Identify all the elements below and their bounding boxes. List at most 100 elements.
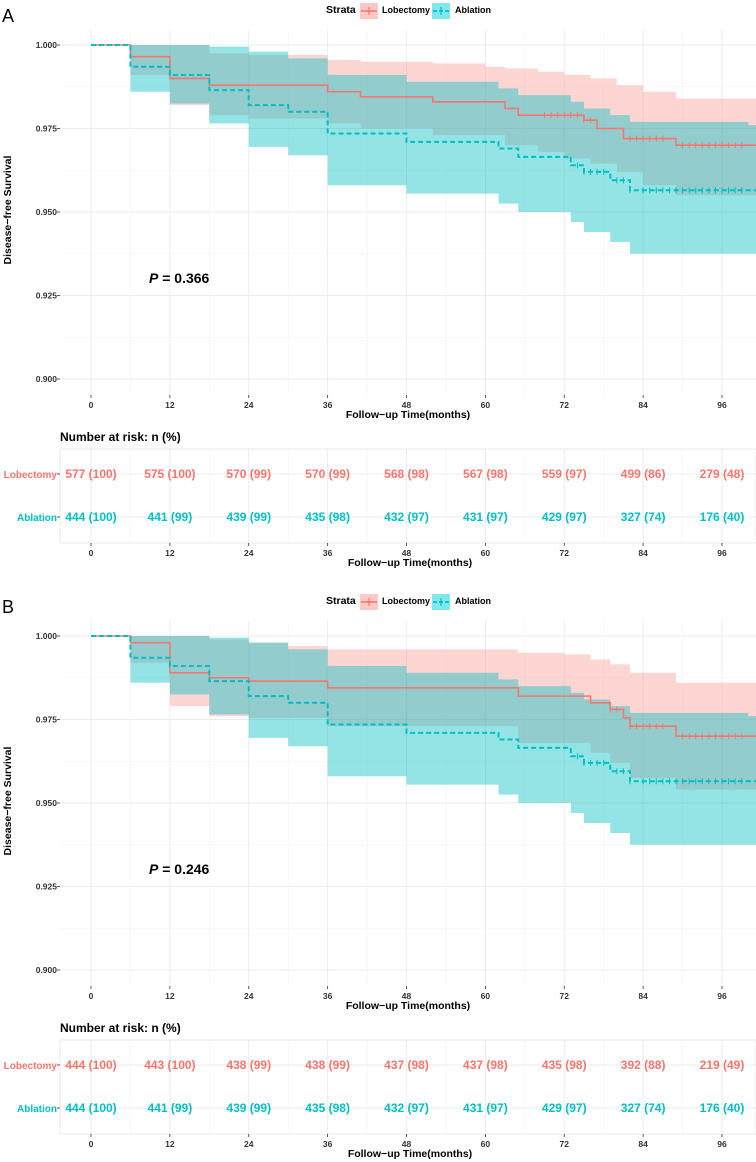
x-tick-label: 0 <box>89 991 94 1001</box>
x-tick-label: 60 <box>481 400 491 410</box>
x-tick-label: 96 <box>717 991 727 1001</box>
x-tick-label: 84 <box>638 400 648 410</box>
ci-band-lobectomy <box>91 45 756 196</box>
panel-letter: B <box>2 597 14 617</box>
y-tick-label: 0.925 <box>36 882 58 892</box>
risk-x-tick-label: 36 <box>323 1139 333 1149</box>
risk-value-lobectomy: 559 (97) <box>542 467 587 481</box>
risk-value-ablation: 432 (97) <box>384 510 429 524</box>
risk-x-tick-label: 36 <box>323 548 333 558</box>
risk-row-label-ablation: Ablation <box>17 513 57 524</box>
survival-line-lobectomy <box>91 44 756 146</box>
risk-x-tick-label: 96 <box>717 1139 727 1149</box>
legend-label-ablation: Ablation <box>455 596 491 606</box>
risk-value-lobectomy: 435 (98) <box>542 1058 587 1072</box>
y-tick-label: 0.950 <box>36 798 58 808</box>
legend-label-ablation: Ablation <box>455 5 491 15</box>
legend: Strata Lobectomy Ablation <box>326 594 491 610</box>
risk-value-lobectomy: 392 (88) <box>621 1058 666 1072</box>
x-tick-label: 72 <box>560 400 570 410</box>
risk-row-label-lobectomy: Lobectomy <box>4 470 58 481</box>
y-tick-label: 0.900 <box>36 374 58 384</box>
risk-value-lobectomy: 438 (99) <box>226 1058 271 1072</box>
x-tick-label: 60 <box>481 991 491 1001</box>
risk-value-ablation: 429 (97) <box>542 510 587 524</box>
risk-value-ablation: 444 (100) <box>65 510 116 524</box>
risk-value-lobectomy: 219 (49) <box>700 1058 745 1072</box>
risk-value-lobectomy: 570 (99) <box>226 467 271 481</box>
risk-value-ablation: 176 (40) <box>700 1101 745 1115</box>
risk-table-frame <box>59 448 756 544</box>
legend-label-lobectomy: Lobectomy <box>382 5 430 15</box>
x-axis-title: Follow−up Time(months) <box>346 1000 470 1012</box>
risk-x-axis-title: Follow−up Time(months) <box>348 557 472 569</box>
y-axis-title: Disease−free Survival <box>2 155 14 264</box>
ci-band-ablation <box>91 45 756 254</box>
risk-value-ablation: 429 (97) <box>542 1101 587 1115</box>
risk-value-ablation: 431 (97) <box>463 1101 508 1115</box>
x-tick-label: 24 <box>244 991 254 1001</box>
risk-value-ablation: 441 (99) <box>148 510 193 524</box>
panel-letter: A <box>2 6 14 26</box>
y-tick-label: 1.000 <box>36 631 58 641</box>
legend: Strata Lobectomy Ablation <box>326 3 491 19</box>
x-tick-label: 12 <box>165 400 175 410</box>
risk-x-tick-label: 60 <box>481 548 491 558</box>
x-tick-label: 48 <box>402 991 412 1001</box>
risk-value-ablation: 444 (100) <box>65 1101 116 1115</box>
x-tick-label: 0 <box>89 400 94 410</box>
x-tick-label: 24 <box>244 400 254 410</box>
risk-x-tick-label: 48 <box>402 1139 412 1149</box>
risk-table: Number at risk: n (%) Lobectomy 444 (100) 4… <box>4 1021 756 1160</box>
legend-title: Strata <box>326 595 356 607</box>
y-tick-label: 0.975 <box>36 124 58 134</box>
risk-value-lobectomy: 568 (98) <box>384 467 429 481</box>
risk-value-lobectomy: 437 (98) <box>384 1058 429 1072</box>
risk-value-ablation: 435 (98) <box>305 510 350 524</box>
risk-row-label-lobectomy: Lobectomy <box>4 1061 58 1072</box>
x-axis-title: Follow−up Time(months) <box>346 409 470 421</box>
risk-value-lobectomy: 575 (100) <box>144 467 195 481</box>
risk-value-ablation: 439 (99) <box>226 1101 271 1115</box>
survival-line-ablation <box>91 635 756 783</box>
x-tick-label: 48 <box>402 400 412 410</box>
risk-x-tick-label: 72 <box>560 548 570 558</box>
risk-value-ablation: 435 (98) <box>305 1101 350 1115</box>
panel-b: B Strata Lobectomy Ablation 0.900 0.925 0.950 0… <box>2 594 756 1160</box>
x-tick-label: 84 <box>638 991 648 1001</box>
survival-line-ablation <box>91 44 756 192</box>
panel-a: A Strata Lobectomy Ablation 0.900 0.925 0.950 0… <box>2 3 756 569</box>
x-tick-label: 96 <box>717 400 727 410</box>
ci-band-ablation <box>91 636 756 845</box>
risk-value-ablation: 441 (99) <box>148 1101 193 1115</box>
risk-value-lobectomy: 567 (98) <box>463 467 508 481</box>
legend-title: Strata <box>326 4 356 16</box>
p-value: P = 0.366 <box>149 270 210 286</box>
risk-value-ablation: 432 (97) <box>384 1101 429 1115</box>
x-tick-label: 72 <box>560 991 570 1001</box>
plot-area <box>91 44 756 254</box>
p-symbol: P <box>149 861 159 877</box>
risk-x-tick-label: 24 <box>244 548 254 558</box>
risk-value-ablation: 327 (74) <box>621 510 666 524</box>
grid <box>60 30 756 395</box>
risk-x-tick-label: 12 <box>165 1139 175 1149</box>
plot-area <box>91 635 756 845</box>
risk-value-lobectomy: 279 (48) <box>700 467 745 481</box>
x-tick-label: 12 <box>165 991 175 1001</box>
risk-table-title: Number at risk: n (%) <box>60 1021 181 1035</box>
risk-value-ablation: 439 (99) <box>226 510 271 524</box>
p-symbol: P <box>149 270 159 286</box>
risk-value-lobectomy: 437 (98) <box>463 1058 508 1072</box>
p-number: = 0.246 <box>158 861 209 877</box>
y-tick-label: 0.925 <box>36 291 58 301</box>
legend-label-lobectomy: Lobectomy <box>382 596 430 606</box>
risk-x-tick-label: 96 <box>717 548 727 558</box>
risk-table: Number at risk: n (%) Lobectomy 577 (100) 5… <box>4 430 756 569</box>
risk-value-ablation: 176 (40) <box>700 510 745 524</box>
risk-value-lobectomy: 570 (99) <box>305 467 350 481</box>
risk-x-tick-label: 48 <box>402 548 412 558</box>
risk-table-frame <box>59 1039 756 1135</box>
p-number: = 0.366 <box>158 270 209 286</box>
